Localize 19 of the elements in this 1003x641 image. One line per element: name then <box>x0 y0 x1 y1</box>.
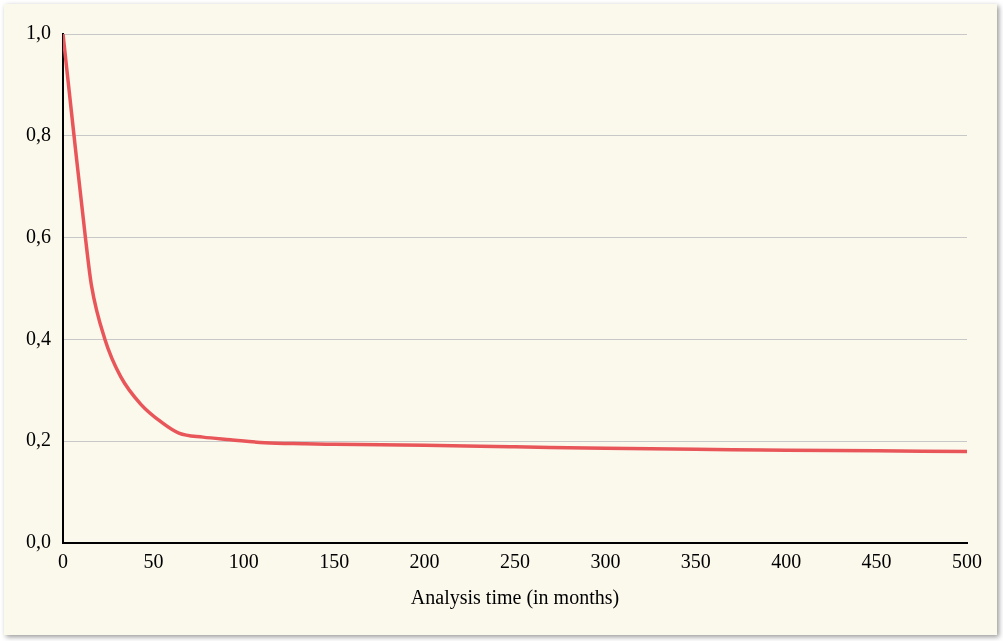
x-tick-label: 150 <box>319 550 350 573</box>
line-series <box>63 34 967 454</box>
y-tick-label: 0,4 <box>26 326 51 349</box>
x-tick-label: 350 <box>680 550 711 573</box>
x-tick-label: 400 <box>771 550 802 573</box>
x-axis-title: Analysis time (in months) <box>410 586 620 610</box>
x-tick-label: 0 <box>58 550 68 573</box>
x-tick-label: 450 <box>861 550 892 573</box>
x-tick-label: 50 <box>143 550 164 573</box>
y-tick-label: 0,0 <box>26 530 51 553</box>
x-tick-label: 250 <box>500 550 530 573</box>
x-tick-label: 300 <box>590 550 621 573</box>
y-tick-label: 0,2 <box>26 428 51 451</box>
y-tick-label: 0,6 <box>26 224 51 247</box>
x-tick-label: 500 <box>952 550 982 573</box>
y-tick-label: 0,8 <box>26 123 51 146</box>
x-tick-label: 100 <box>228 550 259 573</box>
x-tick-label: 200 <box>409 550 440 573</box>
y-tick-label: 1,0 <box>26 21 51 44</box>
